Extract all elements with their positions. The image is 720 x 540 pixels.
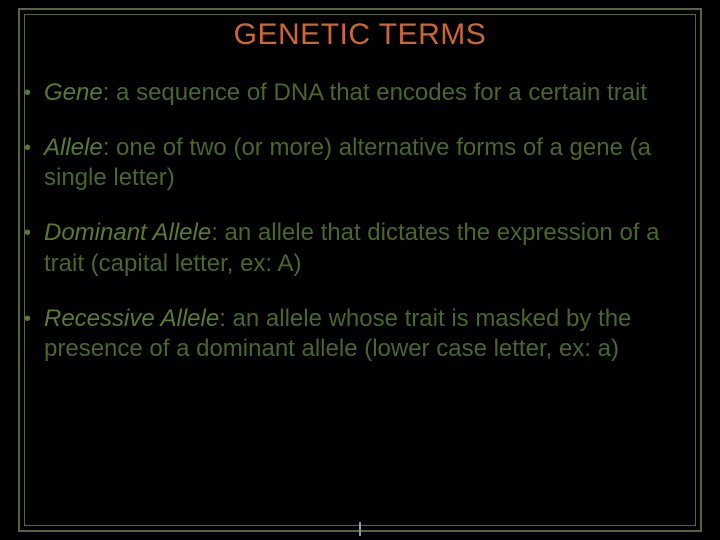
slide: GENETIC TERMS • Gene: a sequence of DNA … bbox=[0, 0, 720, 540]
bullet-dot-icon: • bbox=[24, 133, 44, 163]
bullet-text: Gene: a sequence of DNA that encodes for… bbox=[44, 78, 698, 109]
list-item: • Dominant Allele: an allele that dictat… bbox=[24, 218, 698, 279]
definition: : a sequence of DNA that encodes for a c… bbox=[103, 79, 647, 106]
bullet-dot-icon: • bbox=[24, 304, 44, 334]
term: Recessive Allele bbox=[44, 305, 219, 332]
bullet-dot-icon: • bbox=[24, 218, 44, 248]
bullet-text: Dominant Allele: an allele that dictates… bbox=[44, 218, 698, 279]
term: Dominant Allele bbox=[44, 219, 211, 246]
list-item: • Allele: one of two (or more) alternati… bbox=[24, 133, 698, 194]
list-item: • Gene: a sequence of DNA that encodes f… bbox=[24, 78, 698, 109]
bullet-text: Allele: one of two (or more) alternative… bbox=[44, 133, 698, 194]
bullet-list: • Gene: a sequence of DNA that encodes f… bbox=[24, 78, 698, 365]
term: Gene bbox=[44, 79, 103, 106]
bullet-text: Recessive Allele: an allele whose trait … bbox=[44, 304, 698, 365]
bottom-tick-icon bbox=[359, 522, 361, 536]
list-item: • Recessive Allele: an allele whose trai… bbox=[24, 304, 698, 365]
definition: : one of two (or more) alternative forms… bbox=[44, 134, 651, 192]
bullet-dot-icon: • bbox=[24, 78, 44, 108]
term: Allele bbox=[44, 134, 103, 161]
slide-title: GENETIC TERMS bbox=[0, 18, 720, 52]
